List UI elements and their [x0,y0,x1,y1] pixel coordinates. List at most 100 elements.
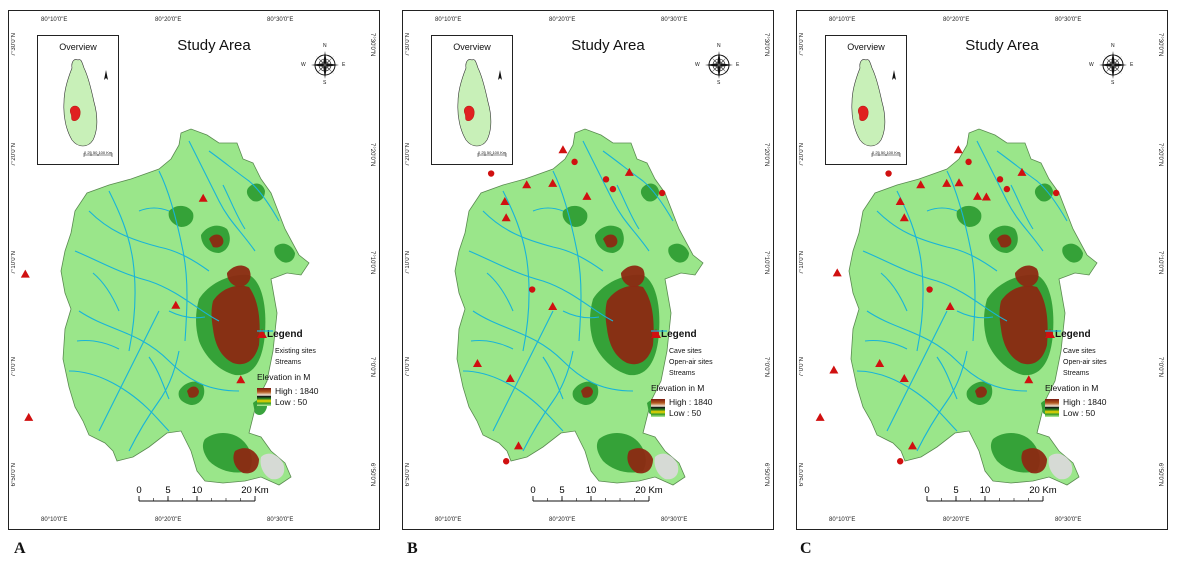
elevation-patch-9 [654,453,679,480]
stream-3 [502,190,530,352]
stream-9 [128,350,180,452]
stream-4 [552,170,582,342]
open-air-site-marker-2 [885,170,892,177]
elevation-patch-4 [209,234,224,248]
compass-n: N [717,43,721,49]
cave-site-marker-1 [20,269,30,278]
stream-7 [856,370,958,432]
compass-n: N [323,43,327,49]
scale-bar-label: 0 [530,485,535,496]
stream-0 [472,310,634,392]
elevation-patch-1 [211,285,260,365]
open-air-site-marker-15 [926,286,933,293]
stream-1 [74,250,220,322]
stream-network [462,140,674,452]
elevation-low-label: Low : 50 [669,408,702,418]
elevation-low-label: Low : 50 [1063,408,1096,418]
elevation-labels: High : 1840 Low : 50 [275,386,318,408]
lat-tick-right-4: 7°0'0"N [369,357,375,378]
legend-label: Streams [669,370,696,377]
open-air-site-marker-17 [502,458,510,465]
compass-e: E [736,62,740,68]
cave-site-marker-17 [875,359,885,368]
elevation-patch-8 [233,448,259,474]
cave-site-marker-21 [815,412,825,421]
lat-tick-right-5: 6°50'0"N [763,463,769,487]
overview-map [63,59,113,157]
map-canvas [815,128,1098,486]
lat-tick-right-1: 7°30'0"N [369,33,375,57]
stream-10 [926,207,958,212]
north-arrow-compass: N S E W [301,43,345,86]
elevation-title: Elevation in M [651,383,705,393]
elevation-patch-12 [274,243,295,263]
stream-13 [168,310,206,319]
elevation-patch-4 [997,234,1012,248]
scale-bar-label: 5 [165,485,170,496]
stream-8 [98,310,160,432]
legend-items: Cave sites Open-air sites Streams [651,329,769,379]
scale-bar-label: 20 Km [241,485,269,496]
cave-site-marker-5 [916,180,926,189]
scale-bar-label: 20 Km [635,485,663,496]
stream-13 [956,310,994,319]
legend-item-circle: Open-air sites [651,329,769,368]
scale-bar-graphic: 0 5 10 20 Km [530,485,663,502]
north-arrow-compass: N S E W [695,43,740,86]
elevation-ramp-row: High : 1840 Low : 50 [651,397,769,419]
cave-site-marker-13 [548,302,558,311]
scale-bar-label: 10 [192,485,203,496]
stream-15 [936,356,958,400]
stream-8 [886,310,948,432]
elevation-high-label: High : 1840 [1063,397,1107,407]
site-markers [472,145,666,465]
study-area-terrain [454,128,704,486]
cave-site-marker-16 [945,302,955,311]
overview-title: Overview [847,42,885,52]
elevation-labels: High : 1840 Low : 50 [669,397,712,419]
stream-5 [976,140,1044,252]
overview-scale-label: 0 25 50 100 Km [872,150,901,155]
elevation-patch-2 [621,265,645,287]
lat-tick-left-4: 7°0'0"N [405,357,411,378]
stream-4 [946,170,976,342]
scale-bar-label: 5 [559,485,564,496]
legend-label: Cave sites [669,348,702,355]
stream-10 [138,207,170,212]
stream-14 [470,339,514,350]
legend-label: Open-air sites [1063,359,1107,366]
cave-site-marker-0 [558,145,568,154]
scale-bar-label: 10 [586,485,597,496]
lat-tick-left-1: 7°30'0"N [11,33,17,57]
stream-3 [108,190,136,352]
sri-lanka-outline [851,59,886,147]
elevation-patch-4 [603,234,618,248]
elevation-patch-6 [187,386,199,398]
lat-tick-left-5: 6°50'0"N [405,463,411,487]
open-air-site-marker-12 [528,286,536,293]
lat-tick-left-5: 6°50'0"N [799,463,805,487]
overview-title: Overview [59,42,97,52]
elevation-patch-9 [260,453,285,480]
stream-14 [76,339,120,350]
cave-site-marker-11 [501,213,511,222]
map-title: Study Area [177,37,251,54]
stream-8 [492,310,554,432]
elevation-ramp-row: High : 1840 Low : 50 [1045,397,1163,419]
scale-bar-label: 0 [924,485,929,496]
cave-site-marker-3 [236,375,246,384]
stream-11 [92,272,120,312]
cave-site-marker-20 [1024,375,1034,384]
legend-label: Streams [1063,370,1090,377]
lat-tick-right-2: 7°20'0"N [369,143,375,167]
study-area-boundary [454,128,704,486]
elevation-patch-1 [999,285,1048,365]
study-area-boundary [60,128,310,486]
stream-3 [896,190,924,352]
stream-7 [68,370,170,432]
elevation-patch-11 [640,183,659,202]
overview-inset: Overview 0 25 50 100 Km [37,35,119,165]
cave-site-marker-4 [1017,167,1027,176]
lat-tick-right-4: 7°0'0"N [1157,357,1163,378]
cave-site-marker-11 [972,191,982,200]
